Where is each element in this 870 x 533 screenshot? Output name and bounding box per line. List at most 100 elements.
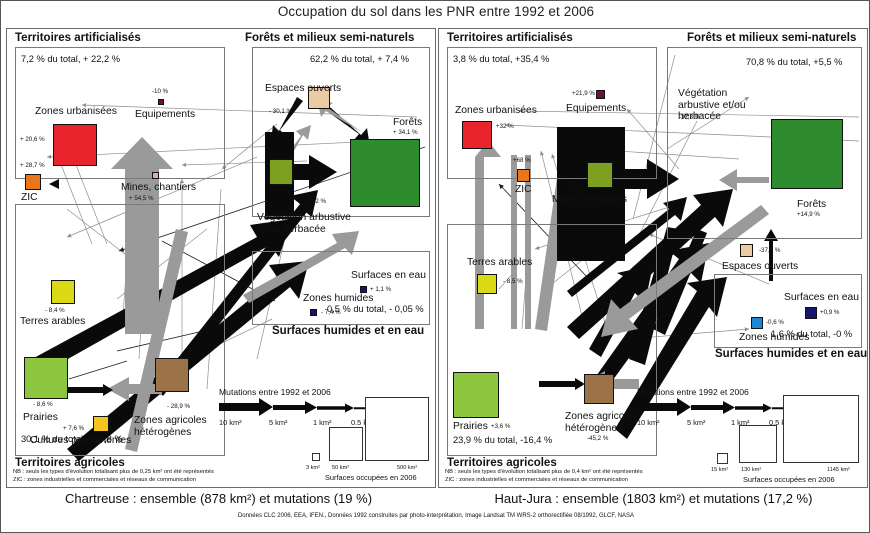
swatch-espaces-ouverts-right bbox=[740, 244, 753, 257]
label-zones-urbanisees-right: Zones urbanisées bbox=[455, 105, 537, 116]
legend-surface-label-15-right: 15 km² bbox=[711, 467, 729, 473]
legend-surface-label-1145-right: 1145 km² bbox=[827, 467, 850, 473]
label-zah-right-text: Zones agricoles hétérogènes bbox=[565, 411, 638, 434]
swatch-equipements-left bbox=[158, 99, 164, 105]
label-zic-right: ZIC bbox=[515, 184, 532, 195]
label-espaces-ouverts-left: Espaces ouverts bbox=[265, 83, 341, 95]
legend-arrow-label-1-right: 1 km² bbox=[731, 418, 750, 427]
swatch-zones-urbanisees-right bbox=[462, 121, 492, 149]
group-box-agricoles-left bbox=[15, 204, 225, 456]
change-zones-agricoles-het-right: -45,2 % bbox=[587, 435, 609, 442]
change-mines-chantiers-left: + 54,5 % bbox=[129, 195, 154, 202]
label-zones-humides-left: Zones humides bbox=[303, 293, 374, 304]
change-zic-left: + 28,7 % bbox=[20, 162, 45, 169]
group-heading-agricoles-left: Territoires agricoles bbox=[15, 457, 125, 469]
label-mines-chantiers-left: Mines, chantiers bbox=[121, 182, 196, 193]
swatch-mines-chantiers-left bbox=[152, 172, 159, 179]
change-vegetation-arbustive-right: -37,8 % bbox=[679, 114, 701, 121]
note-zic-right: ZIC : zones industrielles et commerciale… bbox=[445, 477, 629, 483]
label-prairies-left: Prairies bbox=[23, 412, 58, 423]
legend-surface-1145-right bbox=[783, 395, 859, 463]
legend-surface-label-500-left: 500 km² bbox=[397, 465, 418, 471]
group-box-agricoles-right bbox=[447, 224, 657, 456]
label-surfaces-en-eau-left: Surfaces en eau bbox=[351, 270, 426, 281]
legend-surfaces-title-left: Surfaces occupées en 2006 bbox=[325, 473, 417, 482]
legend-mutations-title-right: Mutations entre 1992 et 2006 bbox=[637, 387, 749, 397]
label-equipements-left: Equipements bbox=[135, 109, 196, 120]
swatch-equipements-right bbox=[596, 90, 605, 99]
swatch-forets-left bbox=[350, 139, 420, 207]
change-forets-left: + 34,1 % bbox=[393, 129, 418, 136]
legend-surface-15-right bbox=[717, 453, 728, 464]
panel-chartreuse: Territoires artificialisés 7,2 % du tota… bbox=[6, 28, 436, 488]
label-forets-right: Forêts bbox=[797, 199, 827, 210]
swatch-zones-humides-right bbox=[751, 317, 763, 329]
change-espaces-ouverts-left: - 30,1 % bbox=[269, 108, 293, 115]
swatch-zic-left bbox=[25, 174, 41, 190]
group-total-forets-right: 70,8 % du total, +5,5 % bbox=[746, 57, 843, 67]
legend-surface-500-left bbox=[365, 397, 429, 461]
group-heading-artificialises-right: Territoires artificialisés bbox=[447, 32, 573, 44]
legend-surface-label-3-left: 3 km² bbox=[306, 465, 320, 471]
legend-surface-130-right bbox=[739, 425, 777, 463]
legend-surfaces-title-right: Surfaces occupées en 2006 bbox=[743, 475, 835, 484]
group-box-humides-right bbox=[714, 274, 862, 348]
swatch-zic-right bbox=[517, 169, 530, 182]
label-zic-left: ZIC bbox=[21, 192, 38, 203]
label-zones-agricoles-het-left: Zones agricoles hétérogènes bbox=[134, 415, 212, 438]
swatch-zones-agricoles-het-right bbox=[584, 374, 614, 404]
change-prairies-left: - 8,6 % bbox=[33, 401, 53, 408]
label-mines-chantiers-right: Mines, chantiers bbox=[552, 194, 627, 205]
label-zones-urbanisees-left: Zones urbanisées bbox=[35, 106, 117, 117]
swatch-prairies-left bbox=[24, 357, 68, 399]
change-surfaces-en-eau-right: +0,9 % bbox=[820, 309, 840, 316]
note-zic-left: ZIC : zones industrielles et commerciale… bbox=[13, 477, 197, 483]
label-espaces-ouverts-left-text: Espaces ouverts bbox=[265, 83, 342, 94]
figure-title: Occupation du sol dans les PNR entre 199… bbox=[277, 4, 595, 19]
note-nb-right: NB : seuls les types d'évolution totalis… bbox=[445, 469, 643, 475]
change-equipements-left: -10 % bbox=[152, 88, 169, 95]
group-heading-humides-right: Surfaces humides et en eau bbox=[715, 348, 868, 360]
swatch-terres-arables-right bbox=[477, 274, 497, 294]
label-vegetation-arbustive-right: Végétation arbustive et/ou herbacée bbox=[678, 88, 746, 122]
label-zah-left-text: Zones agricoles hétérogènes bbox=[134, 415, 207, 438]
swatch-terres-arables-left bbox=[51, 280, 75, 304]
label-terres-arables-left: Terres arables bbox=[20, 316, 86, 327]
label-cultures-permanentes-left: Cultures permanentes bbox=[30, 435, 132, 446]
change-zones-humides-left: - 7,4 % bbox=[321, 309, 341, 316]
caption-haut-jura: Haut-Jura : ensemble (1803 km²) et mutat… bbox=[494, 491, 813, 506]
legend-arrow-label-05-right: 0.5 km² bbox=[769, 418, 794, 427]
group-total-agricoles-left: 30,1 % du total, - 15,8 % bbox=[21, 434, 123, 444]
legend-arrow-label-05-left: 0.5 km² bbox=[351, 418, 376, 427]
change-vegetation-arbustive-left: - 73,2 % bbox=[303, 198, 327, 205]
legend-arrow-label-5-left: 5 km² bbox=[269, 418, 288, 427]
group-total-artificialises-right: 3,8 % du total, +35,4 % bbox=[453, 54, 550, 64]
change-zic-right: +68 % bbox=[513, 157, 531, 164]
change-espaces-ouverts-right: -37,3 % bbox=[759, 247, 781, 254]
group-total-forets-left: 62,2 % du total, + 7,4 % bbox=[310, 54, 409, 64]
label-terres-arables-right: Terres arables bbox=[467, 257, 533, 268]
change-zones-humides-right: -0,6 % bbox=[766, 319, 784, 326]
label-espaces-ouverts-right: Espaces ouverts bbox=[722, 261, 799, 272]
legend-surface-3-left bbox=[312, 453, 320, 461]
legend-surface-50-left bbox=[329, 427, 363, 461]
change-terres-arables-right: - 8,5 % bbox=[503, 278, 523, 285]
group-total-agricoles-right: 23,9 % du total, -16,4 % bbox=[453, 435, 553, 445]
label-forets-left: Forêts bbox=[393, 117, 423, 128]
change-zones-agricoles-het-left: - 28,9 % bbox=[167, 403, 191, 410]
label-vegetation-arbustive-left: Végétation arbustive et/ou herbacée bbox=[257, 212, 351, 235]
group-heading-forets-right: Forêts et milieux semi-naturels bbox=[687, 32, 857, 44]
group-total-humides-left: 0,5 % du total, - 0,05 % bbox=[327, 304, 424, 314]
swatch-zones-urbanisees-left bbox=[53, 124, 97, 166]
note-nb-left: NB : seuls les types d'évolution totalis… bbox=[13, 469, 214, 475]
change-zones-urbanisees-right: +32 % bbox=[496, 123, 514, 130]
group-heading-agricoles-right: Territoires agricoles bbox=[447, 457, 557, 469]
swatch-forets-right bbox=[771, 119, 843, 189]
label-zones-agricoles-het-right: Zones agricoles hétérogènes bbox=[565, 411, 641, 434]
label-zones-humides-right: Zones humides bbox=[739, 332, 810, 343]
group-heading-humides-left: Surfaces humides et en eau bbox=[272, 325, 425, 337]
legend-arrow-label-5-right: 5 km² bbox=[687, 418, 706, 427]
legend-mutations-title-left: Mutations entre 1992 et 2006 bbox=[219, 387, 331, 397]
change-equipements-right: +21,9 % bbox=[572, 90, 595, 97]
